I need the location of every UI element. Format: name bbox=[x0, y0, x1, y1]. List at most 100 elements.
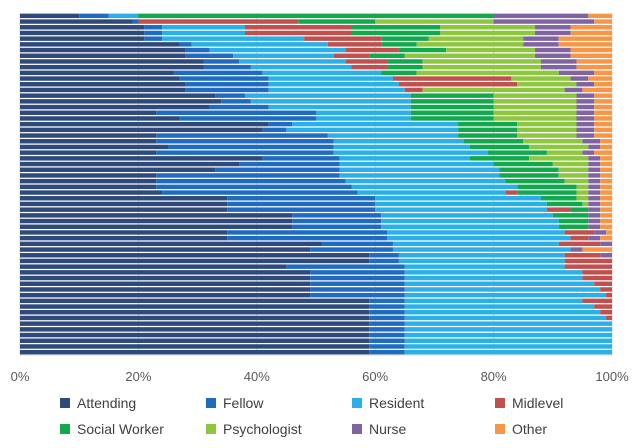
bar-segment-other bbox=[588, 76, 612, 81]
bar-segment-attending bbox=[20, 304, 370, 309]
legend-item-other: Other bbox=[495, 421, 547, 437]
bar-segment-fellow bbox=[156, 133, 328, 138]
bar-segment-nurse bbox=[600, 253, 612, 258]
bar-segment-midlevel bbox=[244, 30, 352, 36]
bar-segment-fellow bbox=[203, 64, 251, 70]
bar-segment-social-worker bbox=[381, 70, 417, 76]
bar-segment-midlevel bbox=[345, 59, 388, 64]
bar-segment-attending bbox=[20, 321, 370, 326]
bar-segment-fellow bbox=[179, 116, 316, 121]
bar-segment-fellow bbox=[144, 25, 163, 30]
bar-segment-other bbox=[600, 196, 612, 201]
x-tick-label: 20% bbox=[125, 369, 151, 384]
bar-segment-other bbox=[600, 139, 612, 144]
bar-segment-nurse bbox=[576, 93, 595, 98]
bar-segment-attending bbox=[20, 338, 370, 343]
bar-segment-fellow bbox=[162, 190, 358, 195]
bar-segment-social-worker bbox=[499, 167, 559, 172]
bar-segment-resident bbox=[404, 292, 607, 298]
bar-segment-midlevel bbox=[594, 281, 612, 286]
bar-segment-other bbox=[600, 224, 612, 229]
bar-segment-social-worker bbox=[410, 110, 494, 115]
bar-segment-fellow bbox=[369, 253, 399, 258]
bar-segment-nurse bbox=[588, 161, 601, 167]
bar-segment-resident bbox=[209, 47, 346, 53]
bar-segment-resident bbox=[333, 150, 488, 155]
legend-swatch bbox=[495, 424, 505, 434]
bar-segment-attending bbox=[20, 315, 370, 321]
bar-segment-midlevel bbox=[546, 207, 571, 212]
x-tick-label: 40% bbox=[244, 369, 270, 384]
bar-segment-nurse bbox=[588, 196, 601, 201]
bar-segment-fellow bbox=[227, 230, 388, 235]
legend-item-nurse: Nurse bbox=[352, 421, 495, 437]
bar-segment-resident bbox=[404, 321, 612, 326]
bar-segment-nurse bbox=[558, 70, 595, 76]
bar-segment-social-worker bbox=[387, 64, 423, 70]
bar-segment-fellow bbox=[369, 298, 405, 304]
bar-segment-attending bbox=[20, 144, 168, 150]
x-axis: 0% 20% 40% 60% 80% 100% bbox=[11, 354, 629, 384]
bar-segment-resident bbox=[162, 25, 245, 30]
bar-segment-attending bbox=[20, 76, 180, 81]
bar-segment-social-worker bbox=[298, 19, 376, 24]
bar-segment-social-worker bbox=[398, 47, 447, 53]
x-tick-label: 100% bbox=[595, 369, 629, 384]
legend-item-fellow: Fellow bbox=[206, 395, 352, 411]
bar-segment-other bbox=[600, 156, 612, 161]
bar-segment-social-worker bbox=[499, 173, 559, 178]
legend-label: Social Worker bbox=[77, 421, 164, 437]
bar-segment-resident bbox=[398, 258, 565, 264]
bar-segment-nurse bbox=[535, 47, 571, 53]
bar-segment-attending bbox=[20, 64, 204, 70]
bar-segment-fellow bbox=[292, 213, 382, 218]
bar-segment-attending bbox=[20, 332, 370, 338]
bar-segment-social-worker bbox=[558, 224, 589, 229]
bar-segment-attending bbox=[20, 25, 145, 30]
bar-segment-fellow bbox=[156, 178, 346, 184]
bar-segment-resident bbox=[333, 144, 470, 150]
bar-segment-resident bbox=[404, 275, 583, 281]
bar-segment-nurse bbox=[535, 53, 571, 58]
bar-segment-psychologist bbox=[558, 173, 589, 178]
bar-segment-resident bbox=[162, 30, 245, 36]
bar-segment-midlevel bbox=[333, 53, 370, 58]
bar-segment-resident bbox=[286, 127, 459, 133]
bar-segment-social-worker bbox=[570, 207, 589, 212]
bar-segment-attending bbox=[20, 53, 186, 58]
bar-segment-attending bbox=[20, 173, 157, 178]
bar-segment-midlevel bbox=[582, 270, 612, 275]
legend-swatch bbox=[495, 398, 505, 408]
legend-label: Midlevel bbox=[512, 395, 564, 411]
bar-segment-social-worker bbox=[540, 196, 577, 201]
legend-swatch bbox=[206, 424, 216, 434]
bar-segment-social-worker bbox=[351, 25, 441, 30]
bar-segment-social-worker bbox=[410, 93, 494, 98]
bar-segment-psychologist bbox=[564, 178, 589, 184]
bar-segment-midlevel bbox=[606, 292, 612, 298]
bar-segment-attending bbox=[20, 59, 204, 64]
bar-segment-nurse bbox=[594, 230, 607, 235]
bar-segment-fellow bbox=[156, 173, 340, 178]
bar-segment-other bbox=[594, 82, 612, 87]
bar-segment-social-worker bbox=[410, 116, 494, 121]
bar-segment-attending bbox=[20, 310, 370, 315]
bar-segment-psychologist bbox=[375, 19, 494, 24]
bar-segment-attending bbox=[20, 218, 293, 224]
bar-segment-fellow bbox=[369, 338, 405, 343]
bar-segment-fellow bbox=[144, 30, 163, 36]
bar-segment-nurse bbox=[588, 156, 601, 161]
bar-segment-fellow bbox=[369, 349, 405, 355]
bar-segment-resident bbox=[404, 304, 595, 309]
bar-segment-midlevel bbox=[351, 64, 388, 70]
bar-segment-nurse bbox=[564, 87, 583, 93]
bar-segment-fellow bbox=[185, 47, 210, 53]
bar-segment-other bbox=[600, 173, 612, 178]
x-tick-label: 0% bbox=[11, 369, 30, 384]
bar-segment-other bbox=[582, 87, 612, 93]
bar-segment-resident bbox=[268, 104, 411, 110]
bar-segment-fellow bbox=[369, 344, 405, 349]
bar-segment-fellow bbox=[173, 70, 263, 76]
bar-segment-midlevel bbox=[594, 304, 612, 309]
bar-segment-psychologist bbox=[517, 127, 577, 133]
